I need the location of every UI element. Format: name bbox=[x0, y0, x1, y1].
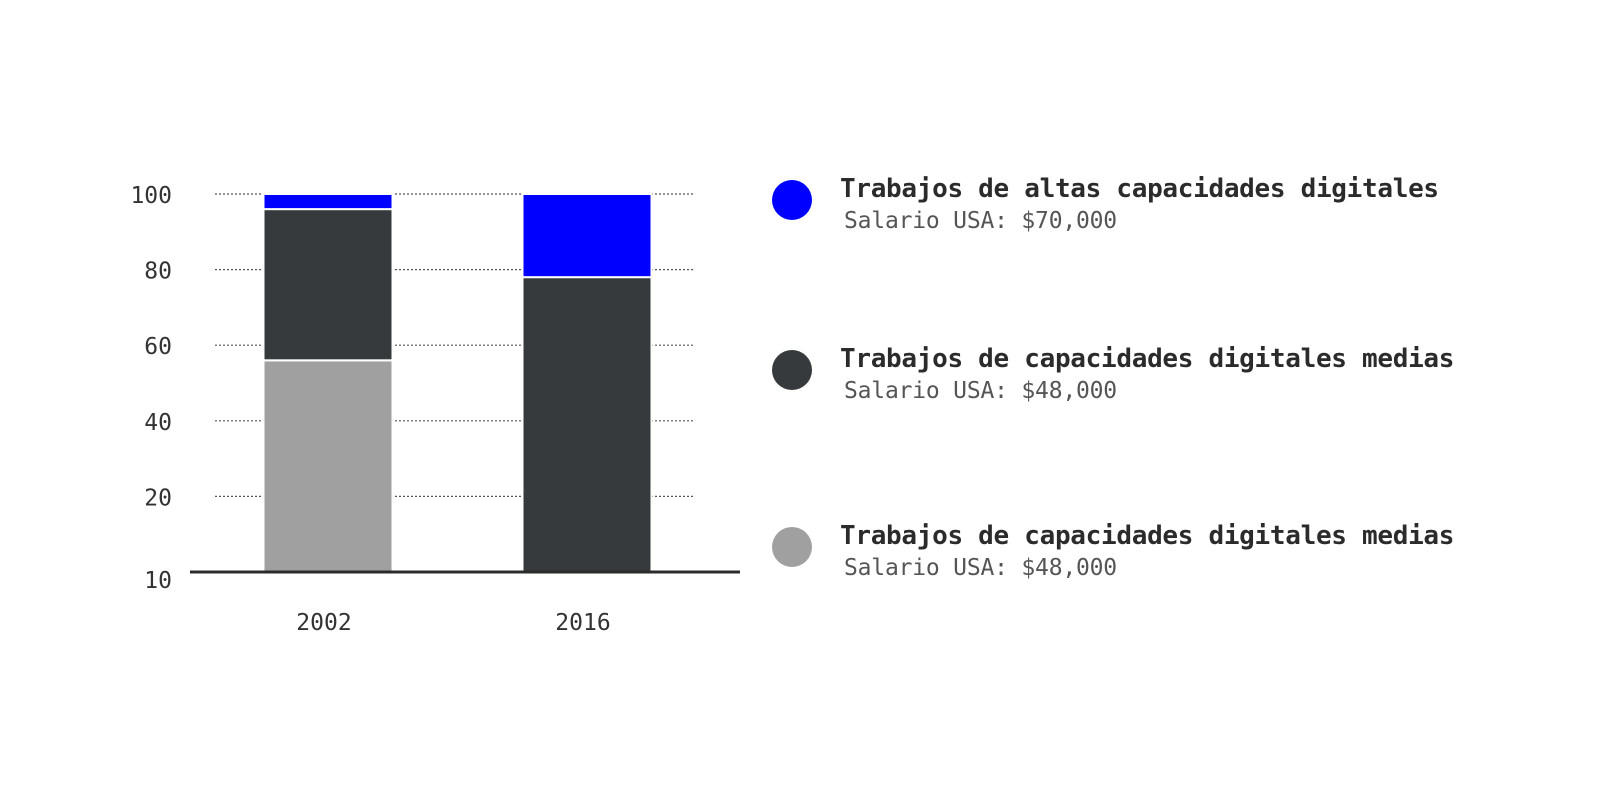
bar-segment-2002-0 bbox=[262, 359, 394, 573]
legend-title: Trabajos de capacidades digitales medias bbox=[840, 521, 1455, 551]
y-axis-ticks: 10 20 40 60 80 100 bbox=[130, 183, 172, 594]
y-tick-label: 100 bbox=[130, 183, 172, 209]
bar-segment-2016-1 bbox=[521, 276, 653, 573]
bars bbox=[260, 193, 655, 576]
x-axis-categories: 2002 2016 bbox=[296, 610, 610, 636]
bar-segment-2002-1 bbox=[262, 208, 394, 362]
y-tick-label: 60 bbox=[144, 334, 172, 360]
legend-swatch-medium-digital-dark bbox=[772, 350, 812, 390]
x-category-label: 2002 bbox=[296, 610, 351, 636]
legend-subtitle: Salario USA: $48,000 bbox=[844, 378, 1117, 404]
baseline-mask bbox=[260, 573, 396, 576]
y-tick-label: 10 bbox=[144, 568, 172, 594]
y-tick-label: 40 bbox=[144, 410, 172, 436]
legend-title: Trabajos de altas capacidades digitales bbox=[840, 174, 1439, 204]
y-tick-label: 80 bbox=[144, 259, 172, 285]
y-tick-label: 20 bbox=[144, 485, 172, 511]
bar-segment-2002-2 bbox=[262, 193, 394, 211]
legend-swatch-medium-digital-light bbox=[772, 527, 812, 567]
legend-subtitle: Salario USA: $70,000 bbox=[844, 208, 1117, 234]
legend-swatch-high-digital bbox=[772, 180, 812, 220]
legend: Trabajos de altas capacidades digitales … bbox=[772, 0, 1592, 800]
legend-title: Trabajos de capacidades digitales medias bbox=[840, 344, 1455, 374]
bar-segment-2016-2 bbox=[521, 193, 653, 279]
stacked-bar-chart: 10 20 40 60 80 100 2002 2016 bbox=[130, 183, 740, 636]
legend-subtitle: Salario USA: $48,000 bbox=[844, 555, 1117, 581]
x-category-label: 2016 bbox=[555, 610, 610, 636]
baseline-mask bbox=[519, 573, 655, 576]
